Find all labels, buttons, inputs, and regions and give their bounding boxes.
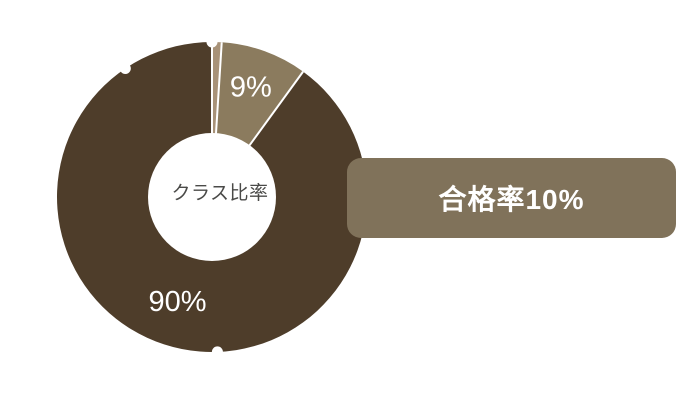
caption-right-main: ・・・・・・・・・・・・・・・・・・ (384, 259, 655, 276)
donut-slice-value: 90% (148, 286, 206, 318)
donut-chart: 90% 9% (57, 36, 367, 358)
donut-chart-svg: 90% 9% (57, 36, 367, 358)
caption-top: ・・・・・・・・・ (243, 3, 369, 19)
donut-leader-lines (119, 36, 304, 358)
donut-center-label: クラス比率 (171, 183, 269, 204)
caption-upper-left: ・・ (72, 37, 100, 53)
pass-rate-badge: 合格率10% (347, 158, 676, 238)
donut-slice-labels: 90% 9% (148, 72, 271, 318)
pass-rate-badge-label: 合格率10% (438, 184, 585, 215)
donut-leader-dot (119, 62, 131, 74)
donut-leader-dot (211, 346, 223, 358)
donut-slice-value: 9% (230, 72, 272, 104)
donut-leader-dot (206, 36, 218, 48)
caption-right-sub: ・・・・ (489, 283, 550, 301)
caption-right-block: ・・・・・・・・・・・・・・・・・・ ・・・・ (375, 258, 665, 303)
donut-slice-divider (214, 42, 223, 138)
donut-slice-divider (246, 71, 304, 150)
donut-hole (148, 133, 276, 261)
caption-bottom-left: ・・・・・・ (55, 373, 139, 389)
